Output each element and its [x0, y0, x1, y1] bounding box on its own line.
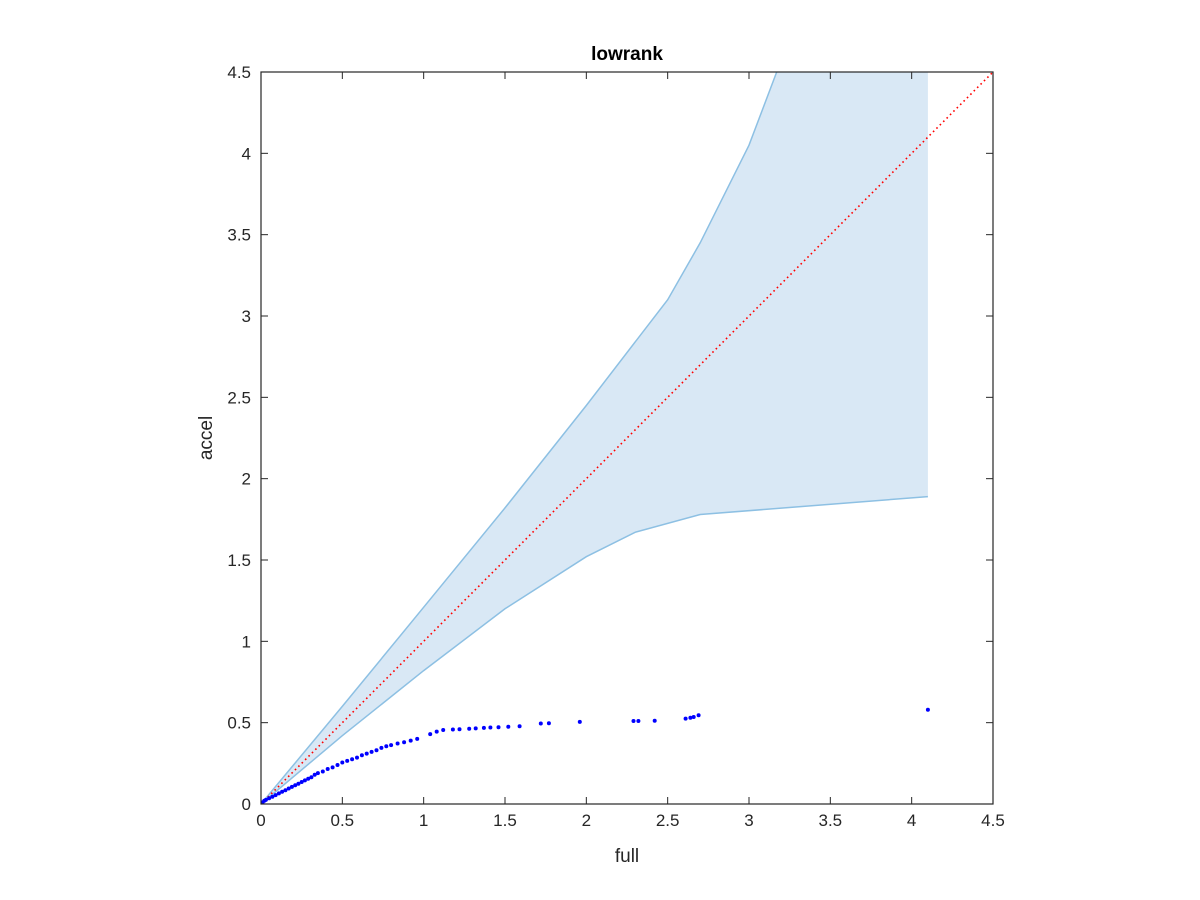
data-point	[577, 719, 582, 724]
data-point	[652, 718, 657, 723]
data-point	[355, 755, 359, 760]
data-point	[506, 724, 511, 729]
y-tick-label: 1	[242, 632, 251, 651]
data-point	[546, 721, 551, 726]
data-point	[335, 763, 340, 767]
data-point	[481, 725, 486, 730]
data-point	[369, 749, 374, 754]
axes-box	[260, 71, 994, 805]
x-tick-label: 1.5	[493, 811, 517, 830]
data-point	[293, 783, 298, 788]
y-tick-label: 0.5	[227, 714, 251, 733]
data-point	[517, 724, 522, 729]
data-point	[312, 772, 317, 777]
y-tick-label: 1.5	[227, 551, 251, 570]
data-point	[683, 716, 688, 721]
data-point	[359, 753, 364, 758]
y-tick-label: 0	[242, 795, 251, 814]
confidence-band	[261, 72, 928, 804]
data-point	[330, 765, 335, 770]
y-tick-label: 3.5	[227, 226, 251, 245]
data-point	[315, 771, 320, 776]
y-tick-label: 4	[242, 144, 251, 163]
data-point	[299, 780, 304, 784]
data-point	[270, 794, 275, 799]
x-tick-label: 2.5	[656, 811, 680, 830]
data-point	[415, 736, 420, 741]
y-tick-label: 2	[242, 470, 251, 489]
x-tick-label: 2	[582, 811, 591, 830]
data-point	[496, 725, 501, 730]
data-point	[350, 757, 355, 762]
data-point	[263, 797, 268, 802]
data-point	[296, 781, 301, 786]
data-point	[289, 784, 294, 789]
data-point	[276, 791, 281, 796]
x-tick-label: 4	[907, 811, 916, 830]
data-point	[473, 726, 478, 731]
y-tick-label: 4.5	[227, 63, 251, 82]
y-tick-label: 2.5	[227, 388, 251, 407]
x-tick-label: 0	[256, 811, 265, 830]
data-point	[488, 725, 493, 730]
data-point	[691, 715, 696, 719]
x-tick-label: 4.5	[981, 811, 1005, 830]
data-point	[306, 776, 311, 781]
data-point	[340, 760, 345, 765]
data-point	[374, 748, 379, 753]
data-point	[309, 775, 314, 780]
data-point	[320, 769, 325, 774]
data-point	[283, 788, 288, 793]
data-point	[345, 758, 350, 763]
data-point	[384, 744, 389, 749]
data-point	[395, 741, 400, 746]
data-point	[428, 732, 433, 737]
x-tick-label: 1	[419, 811, 428, 830]
data-point	[688, 715, 693, 720]
data-point	[273, 793, 278, 798]
data-point	[402, 740, 407, 745]
x-tick-label: 3	[744, 811, 753, 830]
data-point	[286, 786, 291, 791]
data-point	[280, 789, 285, 794]
data-point	[389, 743, 394, 748]
data-point	[364, 751, 369, 756]
data-point	[631, 719, 636, 723]
data-point	[925, 707, 930, 712]
data-point	[457, 727, 462, 732]
x-axis-label: full	[615, 846, 639, 867]
data-point	[636, 719, 641, 723]
x-tick-label: 3.5	[819, 811, 843, 830]
y-axis-label: accel	[196, 416, 217, 460]
data-point	[450, 727, 455, 732]
data-point	[408, 738, 413, 743]
data-point	[379, 745, 384, 750]
plot-area	[260, 71, 994, 805]
data-point	[325, 767, 330, 771]
x-tick-label: 0.5	[331, 811, 355, 830]
data-point	[467, 726, 472, 731]
data-point	[302, 778, 307, 783]
axis-ticks: 0 0.5 1 1.5 2 2.5 3 3.5 4 4.5 0 0.5 1 1.5 2 2.5 3 3.5 4 4.5	[227, 63, 1004, 830]
chart-title: lowrank	[591, 44, 663, 65]
data-point	[696, 713, 701, 718]
data-point	[441, 728, 446, 732]
data-point	[538, 721, 543, 726]
band-upper-line	[260, 71, 778, 805]
band-lower-line	[260, 495, 928, 805]
y-tick-label: 3	[242, 307, 251, 326]
data-point	[434, 729, 439, 734]
data-point	[267, 796, 272, 801]
